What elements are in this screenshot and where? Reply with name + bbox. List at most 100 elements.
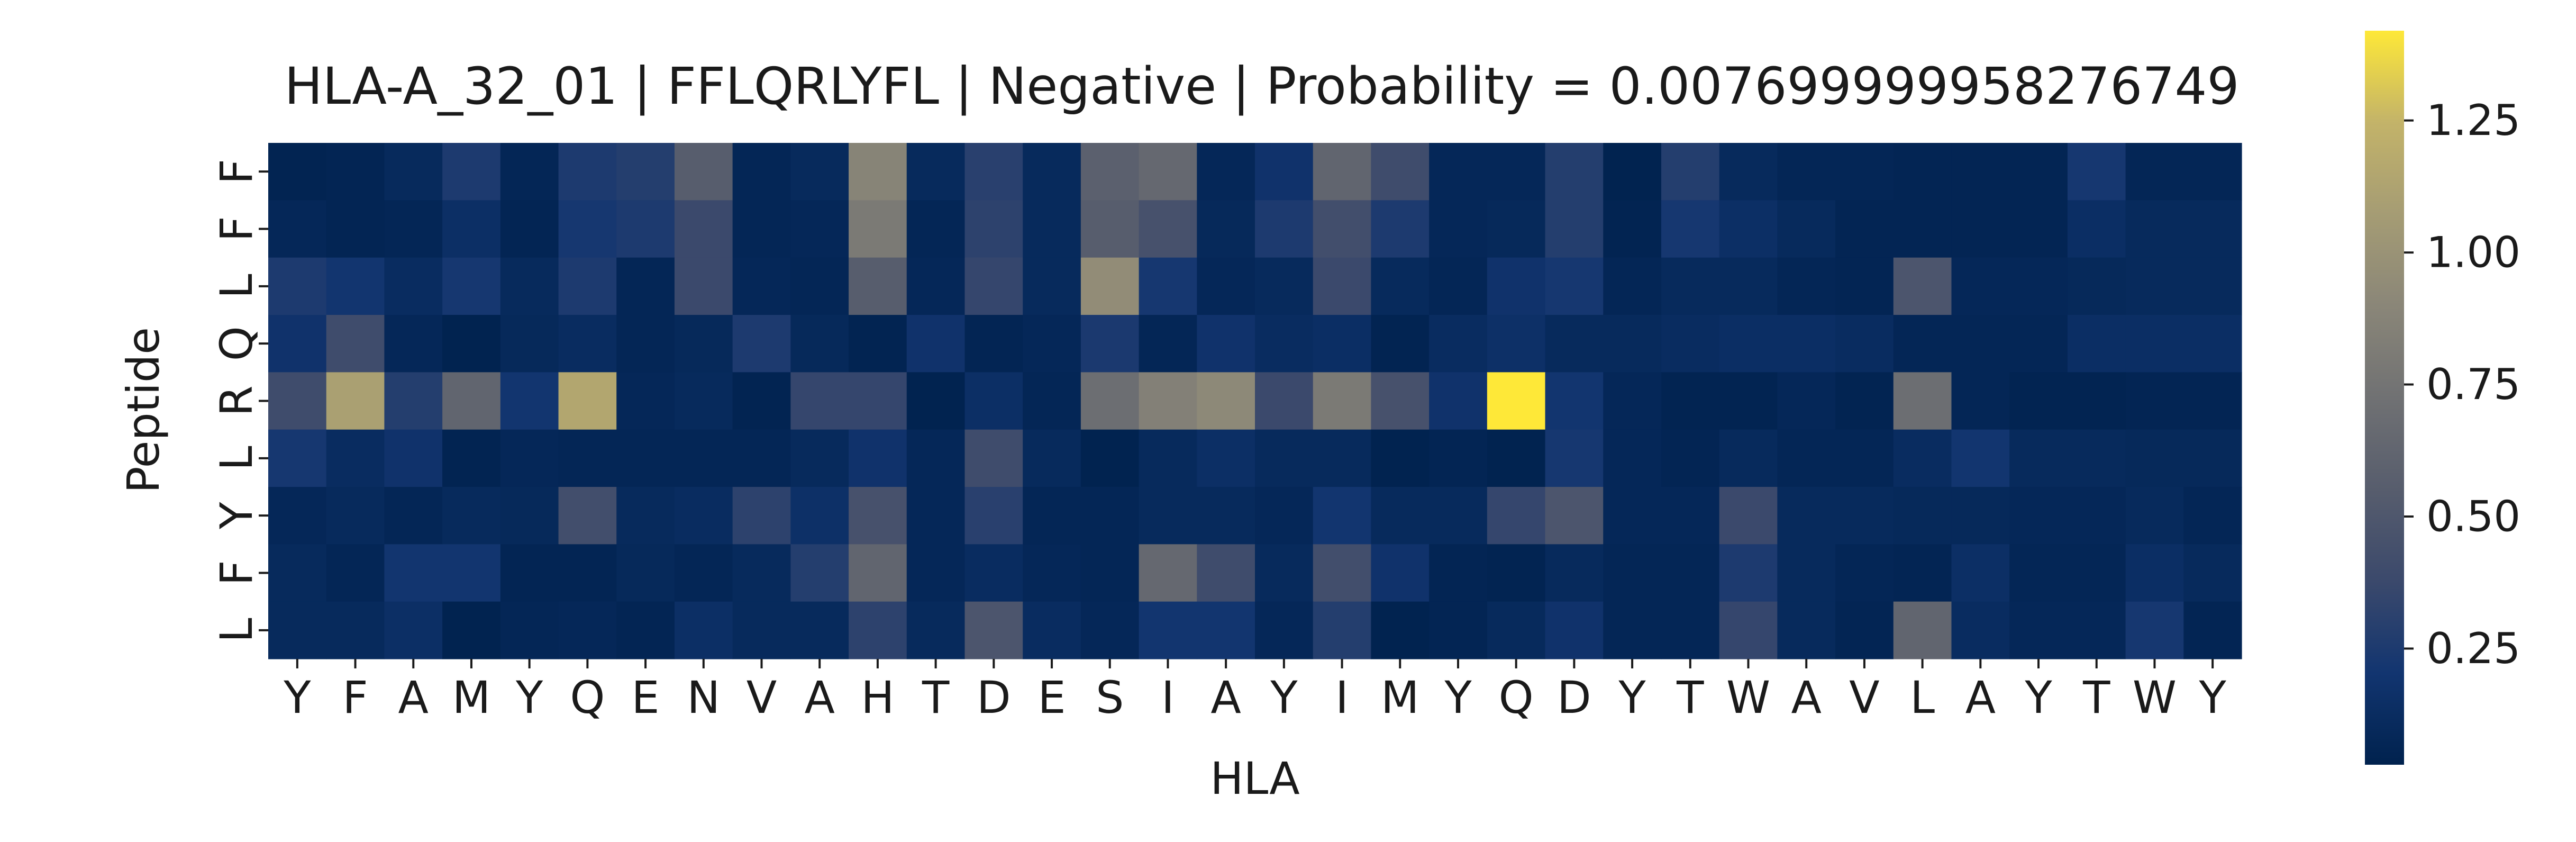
heatmap-cell bbox=[1603, 601, 1662, 659]
heatmap-cell bbox=[384, 143, 443, 201]
heatmap-cell bbox=[1371, 487, 1430, 545]
heatmap-cell bbox=[906, 143, 966, 201]
heatmap-cell bbox=[2183, 200, 2242, 258]
heatmap-cell bbox=[1661, 544, 1720, 602]
heatmap-cell bbox=[268, 257, 327, 315]
heatmap-cell bbox=[1080, 601, 1140, 659]
heatmap-cell bbox=[906, 487, 966, 545]
heatmap-cell bbox=[1023, 315, 1081, 373]
x-axis-label: HLA bbox=[1210, 753, 1299, 804]
heatmap-cell bbox=[326, 544, 385, 602]
y-tick-label: F bbox=[211, 216, 262, 241]
y-tick-label: R bbox=[211, 385, 262, 416]
heatmap-cell bbox=[2183, 601, 2242, 659]
heatmap-cell bbox=[1197, 544, 1255, 602]
heatmap-cell bbox=[1777, 257, 1836, 315]
colorbar-tick-label: 0.75 bbox=[2426, 360, 2520, 409]
x-tick-label: F bbox=[342, 672, 368, 723]
heatmap-cell bbox=[1255, 372, 1314, 430]
heatmap-cell bbox=[1951, 315, 2010, 373]
heatmap-cell bbox=[1777, 315, 1836, 373]
heatmap-cell bbox=[1371, 372, 1430, 430]
x-tick-label: E bbox=[632, 672, 660, 723]
heatmap-cell bbox=[558, 315, 617, 373]
heatmap-cell bbox=[1951, 257, 2010, 315]
heatmap-cell bbox=[2183, 544, 2242, 602]
heatmap-cell bbox=[326, 429, 385, 487]
heatmap-cell bbox=[1777, 544, 1836, 602]
heatmap-cell bbox=[1023, 200, 1081, 258]
heatmap-cell bbox=[1487, 429, 1546, 487]
heatmap-cell bbox=[790, 200, 849, 258]
heatmap-cell bbox=[268, 200, 327, 258]
heatmap-cell bbox=[384, 315, 443, 373]
heatmap-cell bbox=[1197, 372, 1255, 430]
heatmap-cell bbox=[1951, 487, 2010, 545]
heatmap-cell bbox=[2067, 601, 2126, 659]
heatmap-cell bbox=[1197, 487, 1255, 545]
heatmap-cell bbox=[1893, 257, 1952, 315]
heatmap-cell bbox=[1487, 315, 1546, 373]
x-tick-label: Y bbox=[1270, 672, 1298, 723]
heatmap-cell bbox=[1197, 601, 1255, 659]
heatmap-cell bbox=[2183, 315, 2242, 373]
heatmap-cell bbox=[1835, 200, 1894, 258]
y-axis-label: Peptide bbox=[117, 327, 169, 493]
heatmap-cell bbox=[500, 487, 559, 545]
heatmap-cell bbox=[1719, 544, 1778, 602]
heatmap-cell bbox=[1255, 315, 1314, 373]
heatmap-cell bbox=[1487, 200, 1546, 258]
heatmap-cell bbox=[384, 429, 443, 487]
heatmap-cell bbox=[1023, 143, 1081, 201]
heatmap-cell bbox=[1139, 601, 1197, 659]
heatmap-cell bbox=[326, 487, 385, 545]
heatmap-cell bbox=[964, 143, 1023, 201]
heatmap-cell bbox=[906, 601, 966, 659]
y-tick-label: L bbox=[211, 274, 262, 298]
heatmap-cell bbox=[1313, 429, 1372, 487]
heatmap-cell bbox=[1661, 601, 1720, 659]
y-tick-label: L bbox=[211, 446, 262, 470]
heatmap-cell bbox=[1429, 544, 1488, 602]
heatmap-cell bbox=[2183, 257, 2242, 315]
heatmap-cell bbox=[1835, 601, 1894, 659]
heatmap-cell bbox=[790, 315, 849, 373]
heatmap-cell bbox=[674, 143, 733, 201]
heatmap-cell bbox=[964, 315, 1023, 373]
heatmap-cell bbox=[1429, 257, 1488, 315]
heatmap-cell bbox=[674, 200, 733, 258]
heatmap-cell bbox=[1139, 315, 1197, 373]
heatmap-cell bbox=[2009, 372, 2068, 430]
heatmap-cell bbox=[2009, 143, 2068, 201]
heatmap-cell bbox=[1893, 544, 1952, 602]
heatmap-cell bbox=[1545, 429, 1604, 487]
heatmap-cell bbox=[442, 143, 501, 201]
heatmap-cell bbox=[2125, 601, 2184, 659]
heatmap-cell bbox=[2067, 315, 2126, 373]
x-tick-label: W bbox=[2133, 672, 2177, 723]
heatmap-cell bbox=[500, 544, 559, 602]
heatmap-cell bbox=[732, 487, 791, 545]
heatmap-cell bbox=[1777, 429, 1836, 487]
heatmap-cell bbox=[1545, 487, 1604, 545]
heatmap-cell bbox=[1661, 429, 1720, 487]
heatmap-cell bbox=[1835, 257, 1894, 315]
x-tick-label: E bbox=[1037, 672, 1066, 723]
colorbar-tick-label: 0.50 bbox=[2426, 492, 2520, 541]
heatmap-cell bbox=[2009, 200, 2068, 258]
heatmap-cell bbox=[1023, 487, 1081, 545]
x-tick-label: A bbox=[1791, 672, 1821, 723]
heatmap-cell bbox=[500, 315, 559, 373]
heatmap-cell bbox=[1661, 143, 1720, 201]
heatmap-cell bbox=[1719, 372, 1778, 430]
heatmap-cell bbox=[2067, 200, 2126, 258]
heatmap-cell bbox=[732, 315, 791, 373]
heatmap-cell bbox=[1487, 143, 1546, 201]
heatmap-cell bbox=[1313, 257, 1372, 315]
heatmap-cell bbox=[849, 372, 907, 430]
heatmap-cell bbox=[1545, 200, 1604, 258]
heatmap-cell bbox=[1313, 372, 1372, 430]
heatmap-cell bbox=[1603, 257, 1662, 315]
heatmap-cell bbox=[1371, 601, 1430, 659]
heatmap-cell bbox=[1777, 200, 1836, 258]
